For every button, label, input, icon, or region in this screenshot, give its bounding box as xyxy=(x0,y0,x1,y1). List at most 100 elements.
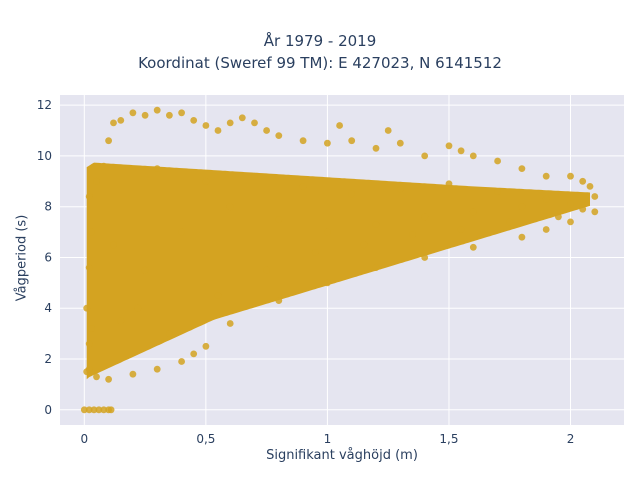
data-point xyxy=(469,208,477,216)
data-point xyxy=(166,111,173,119)
data-point xyxy=(105,375,112,383)
data-point xyxy=(263,127,270,134)
data-point xyxy=(178,109,186,117)
data-point xyxy=(117,117,125,124)
data-point xyxy=(567,218,574,226)
data-point xyxy=(100,406,108,414)
x-tick-label: 1,5 xyxy=(439,432,458,446)
data-point xyxy=(384,127,392,134)
data-point xyxy=(567,200,574,208)
x-tick-label: 0,5 xyxy=(196,432,215,446)
data-point xyxy=(372,221,380,228)
data-point xyxy=(214,292,222,299)
data-point xyxy=(85,406,93,414)
data-point xyxy=(299,183,307,190)
x-tick-label: 0 xyxy=(80,432,88,446)
data-point xyxy=(360,241,368,249)
data-point xyxy=(457,147,465,155)
data-point xyxy=(396,185,404,193)
data-point xyxy=(324,139,331,147)
chart-title-line-2: Koordinat (Sweref 99 TM): E 427023, N 61… xyxy=(138,54,502,72)
data-point xyxy=(141,266,149,274)
data-point xyxy=(263,266,270,274)
data-point xyxy=(226,119,234,127)
data-point xyxy=(202,122,210,129)
data-point xyxy=(88,228,95,236)
y-tick-label: 4 xyxy=(44,301,52,315)
data-point xyxy=(117,317,125,325)
data-point xyxy=(251,172,258,180)
data-point xyxy=(591,208,599,216)
point-layer xyxy=(80,106,599,414)
data-point xyxy=(110,241,117,249)
data-point xyxy=(275,297,283,304)
data-point xyxy=(85,365,93,373)
data-point xyxy=(579,177,587,185)
y-axis-title: Vågperiod (s) xyxy=(14,214,30,302)
data-point xyxy=(324,228,331,236)
x-axis-title: Signifikant våghöjd (m) xyxy=(266,448,418,463)
data-point xyxy=(421,213,429,221)
data-point xyxy=(190,117,198,124)
y-tick-label: 2 xyxy=(44,352,52,366)
data-point xyxy=(85,264,93,271)
data-point xyxy=(324,279,331,287)
data-point xyxy=(542,172,550,180)
data-point xyxy=(494,157,501,165)
data-point xyxy=(202,177,210,185)
data-point xyxy=(110,119,117,127)
data-point xyxy=(348,190,356,198)
data-point xyxy=(542,226,550,233)
data-point xyxy=(251,119,258,127)
data-point xyxy=(90,406,98,414)
data-point xyxy=(396,139,404,147)
data-point xyxy=(83,304,91,312)
data-point xyxy=(153,365,161,373)
data-point xyxy=(129,370,137,378)
data-point xyxy=(202,342,210,350)
data-point xyxy=(372,144,380,152)
x-tick-label: 1 xyxy=(324,432,332,446)
data-point xyxy=(421,152,429,160)
data-point xyxy=(518,203,526,211)
y-tick-label: 10 xyxy=(37,149,52,163)
data-point xyxy=(88,325,95,332)
data-point xyxy=(311,249,319,256)
data-point xyxy=(226,203,234,211)
data-point xyxy=(80,406,88,414)
data-point xyxy=(214,127,222,134)
data-point xyxy=(85,193,93,200)
data-point xyxy=(134,304,142,312)
data-point xyxy=(275,216,283,223)
data-point xyxy=(153,165,161,173)
data-point xyxy=(494,188,501,195)
data-point xyxy=(93,373,100,381)
data-point xyxy=(586,183,594,190)
data-point xyxy=(409,231,416,239)
data-point xyxy=(238,114,246,122)
data-point xyxy=(469,243,477,251)
data-point xyxy=(93,177,100,185)
data-point xyxy=(141,111,149,119)
point-cloud-body xyxy=(86,162,590,380)
chart-title: År 1979 - 2019 Koordinat (Sweref 99 TM):… xyxy=(0,30,640,74)
data-point xyxy=(166,330,173,337)
data-point xyxy=(457,226,465,233)
tick-layer: 0 0,5 1 1,5 2 0 2 4 6 8 10 12 xyxy=(37,98,575,446)
data-point xyxy=(421,254,429,261)
chart-title-line-1: År 1979 - 2019 xyxy=(263,32,377,50)
y-tick-label: 6 xyxy=(44,250,52,264)
data-point xyxy=(153,106,161,114)
data-point xyxy=(226,320,234,327)
data-point xyxy=(107,406,115,414)
data-point xyxy=(85,340,93,348)
data-point xyxy=(518,233,526,241)
data-point xyxy=(299,137,307,145)
data-point xyxy=(469,152,477,160)
x-tick-label: 2 xyxy=(567,432,575,446)
data-point xyxy=(372,264,380,271)
data-point xyxy=(178,358,186,365)
data-point xyxy=(555,213,562,221)
